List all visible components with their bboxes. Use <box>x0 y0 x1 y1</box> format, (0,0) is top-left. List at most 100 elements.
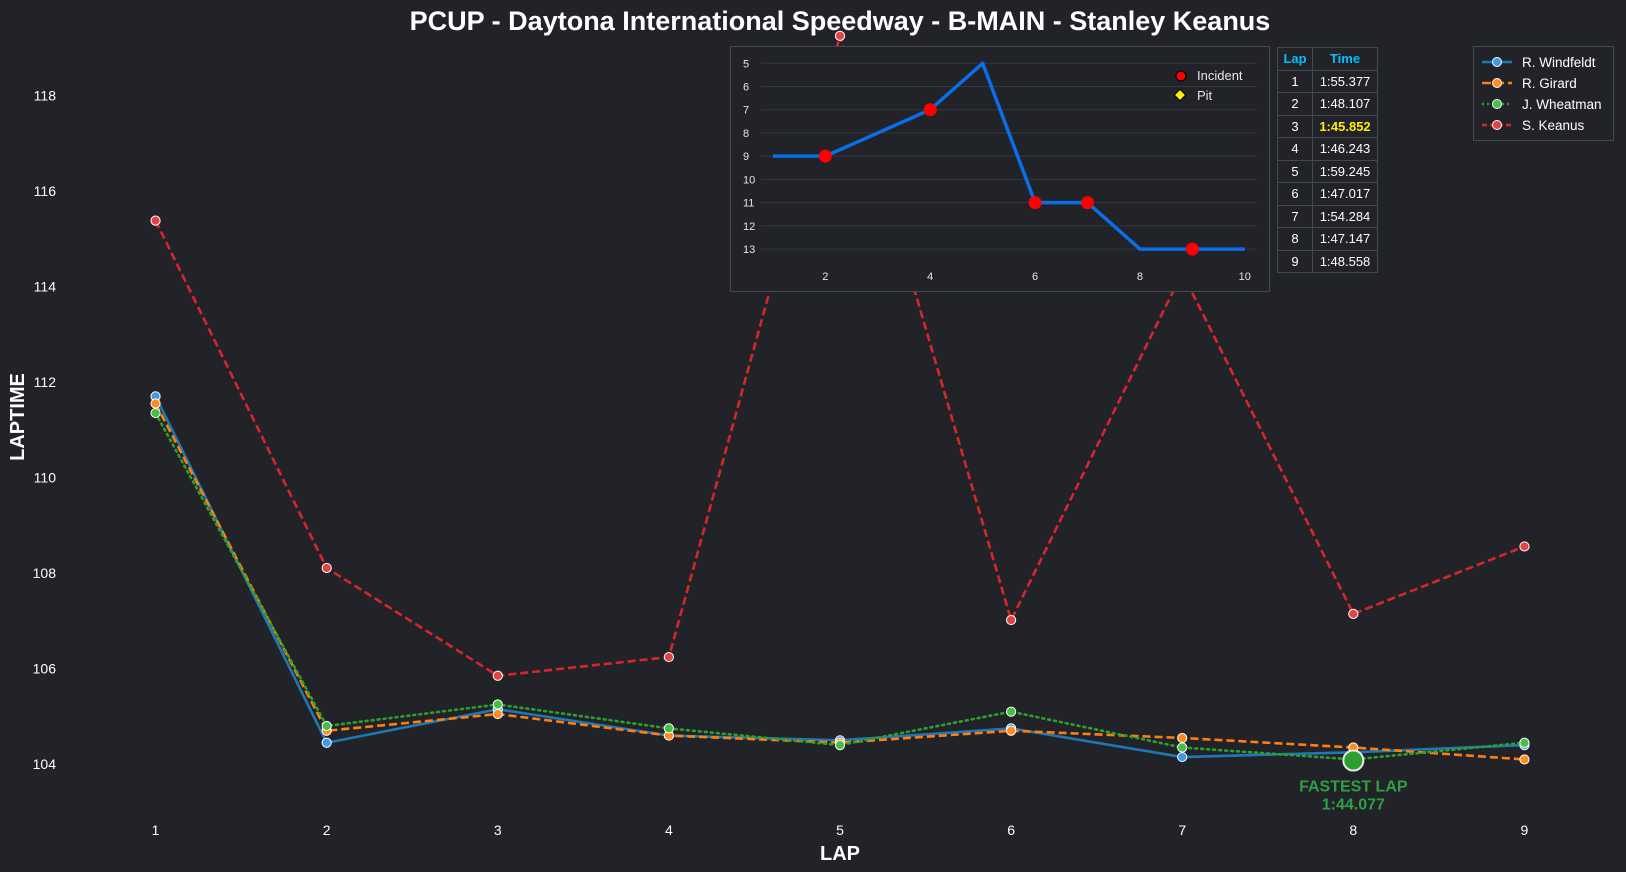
position-x-tick-label: 8 <box>1137 271 1143 283</box>
position-y-tick-label: 10 <box>743 174 755 186</box>
y-tick-label: 118 <box>34 87 57 103</box>
incident-marker <box>1028 196 1042 210</box>
legend-swatch-wheatman <box>1482 99 1512 109</box>
incident-legend-icon <box>1175 70 1187 82</box>
position-x-tick-label: 4 <box>927 271 933 283</box>
lap-number-cell: 2 <box>1277 92 1313 116</box>
lap-table-header: Lap Time <box>1277 47 1378 71</box>
series-line <box>154 402 1525 761</box>
position-legend: Incident Pit <box>1173 68 1243 103</box>
x-tick-label: 6 <box>1007 822 1015 838</box>
position-chart-svg: 5 6 7 8 9 10 11 12 13 2 4 6 8 10 Incident Pit <box>743 58 1257 283</box>
legend-swatch-keanus <box>1482 120 1512 130</box>
y-tick-label: 114 <box>34 278 57 294</box>
position-line <box>772 61 1245 251</box>
data-point <box>321 562 332 574</box>
position-chart: 5 6 7 8 9 10 11 12 13 2 4 6 8 10 Incident Pit <box>730 46 1270 292</box>
position-x-ticks: 2 4 6 8 10 <box>822 271 1251 283</box>
lap-time-cell: 1:47.017 <box>1312 182 1378 206</box>
lap-time-cell: 1:48.558 <box>1312 249 1378 273</box>
data-point <box>150 398 161 409</box>
lap-table-row: 5 1:59.245 <box>1277 159 1378 183</box>
data-point <box>1006 706 1017 717</box>
lap-time-cell: 1:48.107 <box>1312 92 1378 116</box>
lap-number-cell: 3 <box>1277 114 1313 138</box>
lap-number-cell: 8 <box>1277 227 1313 251</box>
position-y-tick-label: 13 <box>743 244 755 256</box>
x-axis-title: LAP <box>820 843 860 865</box>
incident-marker <box>923 103 937 117</box>
lap-table-row: 3 1:45.852 <box>1277 114 1378 138</box>
y-tick-label: 104 <box>33 756 57 772</box>
position-y-ticks: 5 6 7 8 9 10 11 12 13 <box>743 58 755 256</box>
x-tick-label: 5 <box>836 822 844 838</box>
legend-item-windfeldt: R. Windfeldt <box>1474 52 1615 72</box>
position-y-tick-label: 11 <box>743 198 754 210</box>
legend-item-wheatman: J. Wheatman <box>1474 94 1615 114</box>
x-tick-label: 8 <box>1349 822 1357 838</box>
position-gridlines <box>761 62 1257 250</box>
data-point <box>1177 732 1188 744</box>
lap-time-cell: 1:47.147 <box>1312 227 1378 251</box>
fastest-lap-time: 1:44.077 <box>1322 797 1385 814</box>
series-layer <box>150 30 1530 765</box>
x-tick-label: 3 <box>494 822 502 838</box>
lap-number-cell: 4 <box>1277 137 1313 161</box>
position-x-tick-label: 10 <box>1239 271 1251 283</box>
x-tick-label: 2 <box>323 822 331 838</box>
x-tick-label: 1 <box>152 822 160 838</box>
position-y-tick-label: 12 <box>743 221 755 233</box>
lap-time-cell: 1:54.284 <box>1312 204 1378 228</box>
lap-table-row: 4 1:46.243 <box>1277 137 1378 161</box>
lap-time-cell: 1:55.377 <box>1312 69 1378 93</box>
pit-legend-icon <box>1173 88 1187 102</box>
position-x-tick-label: 2 <box>822 271 828 283</box>
x-axis-ticks: 1 2 3 4 5 6 7 8 9 <box>152 822 1529 838</box>
legend-item-girard: R. Girard <box>1474 73 1615 93</box>
series-line <box>154 395 1525 759</box>
data-point <box>1006 614 1017 626</box>
data-point <box>1519 541 1530 552</box>
data-point <box>492 708 503 720</box>
legend-swatch-windfeldt <box>1482 57 1512 67</box>
series-j-wheatman <box>150 407 1530 765</box>
chart-legend: R. Windfeldt R. Girard J. Wheatman S. Ke… <box>1473 46 1614 141</box>
lap-table-row: 8 1:47.147 <box>1277 227 1378 251</box>
x-tick-label: 7 <box>1178 822 1186 838</box>
incident-marker <box>1081 196 1095 210</box>
lap-table-row: 2 1:48.107 <box>1277 92 1378 116</box>
legend-label-keanus: S. Keanus <box>1522 118 1585 133</box>
time-header: Time <box>1312 47 1378 71</box>
lap-time-table: Lap Time 1 1:55.377 2 1:48.107 3 1:45.852 4 1:4… <box>1277 47 1378 273</box>
data-point <box>1519 737 1530 748</box>
legend-label-wheatman: J. Wheatman <box>1522 97 1602 112</box>
series-r-windfeldt <box>150 391 1530 763</box>
data-point <box>663 651 674 663</box>
legend-swatch-girard <box>1482 78 1512 88</box>
lap-time-cell: 1:46.243 <box>1312 137 1378 161</box>
legend-label-girard: R. Girard <box>1522 76 1577 91</box>
lap-time-cell: 1:59.245 <box>1312 159 1378 183</box>
lap-table-row: 7 1:54.284 <box>1277 204 1378 228</box>
series-line <box>154 411 1526 761</box>
lap-table-row: 9 1:48.558 <box>1277 249 1378 273</box>
lap-table-row: 1 1:55.377 <box>1277 69 1378 93</box>
y-tick-label: 108 <box>33 565 57 581</box>
data-point <box>663 723 674 734</box>
legend-label-windfeldt: R. Windfeldt <box>1522 55 1596 70</box>
data-point <box>1348 608 1359 619</box>
x-tick-label: 9 <box>1521 822 1529 838</box>
x-tick-label: 4 <box>665 822 673 838</box>
series-r-girard <box>150 398 1530 765</box>
lap-number-cell: 7 <box>1277 204 1313 228</box>
y-tick-label: 106 <box>33 661 57 677</box>
data-point <box>321 720 332 732</box>
pit-legend-label: Pit <box>1197 88 1213 103</box>
data-point <box>1006 725 1017 736</box>
data-point <box>321 737 332 748</box>
fastest-lap-label: FASTEST LAP <box>1299 779 1408 796</box>
lap-number-cell: 9 <box>1277 249 1313 273</box>
incident-marker <box>1185 242 1199 256</box>
position-x-tick-label: 6 <box>1032 271 1038 283</box>
lap-number-cell: 5 <box>1277 159 1313 183</box>
